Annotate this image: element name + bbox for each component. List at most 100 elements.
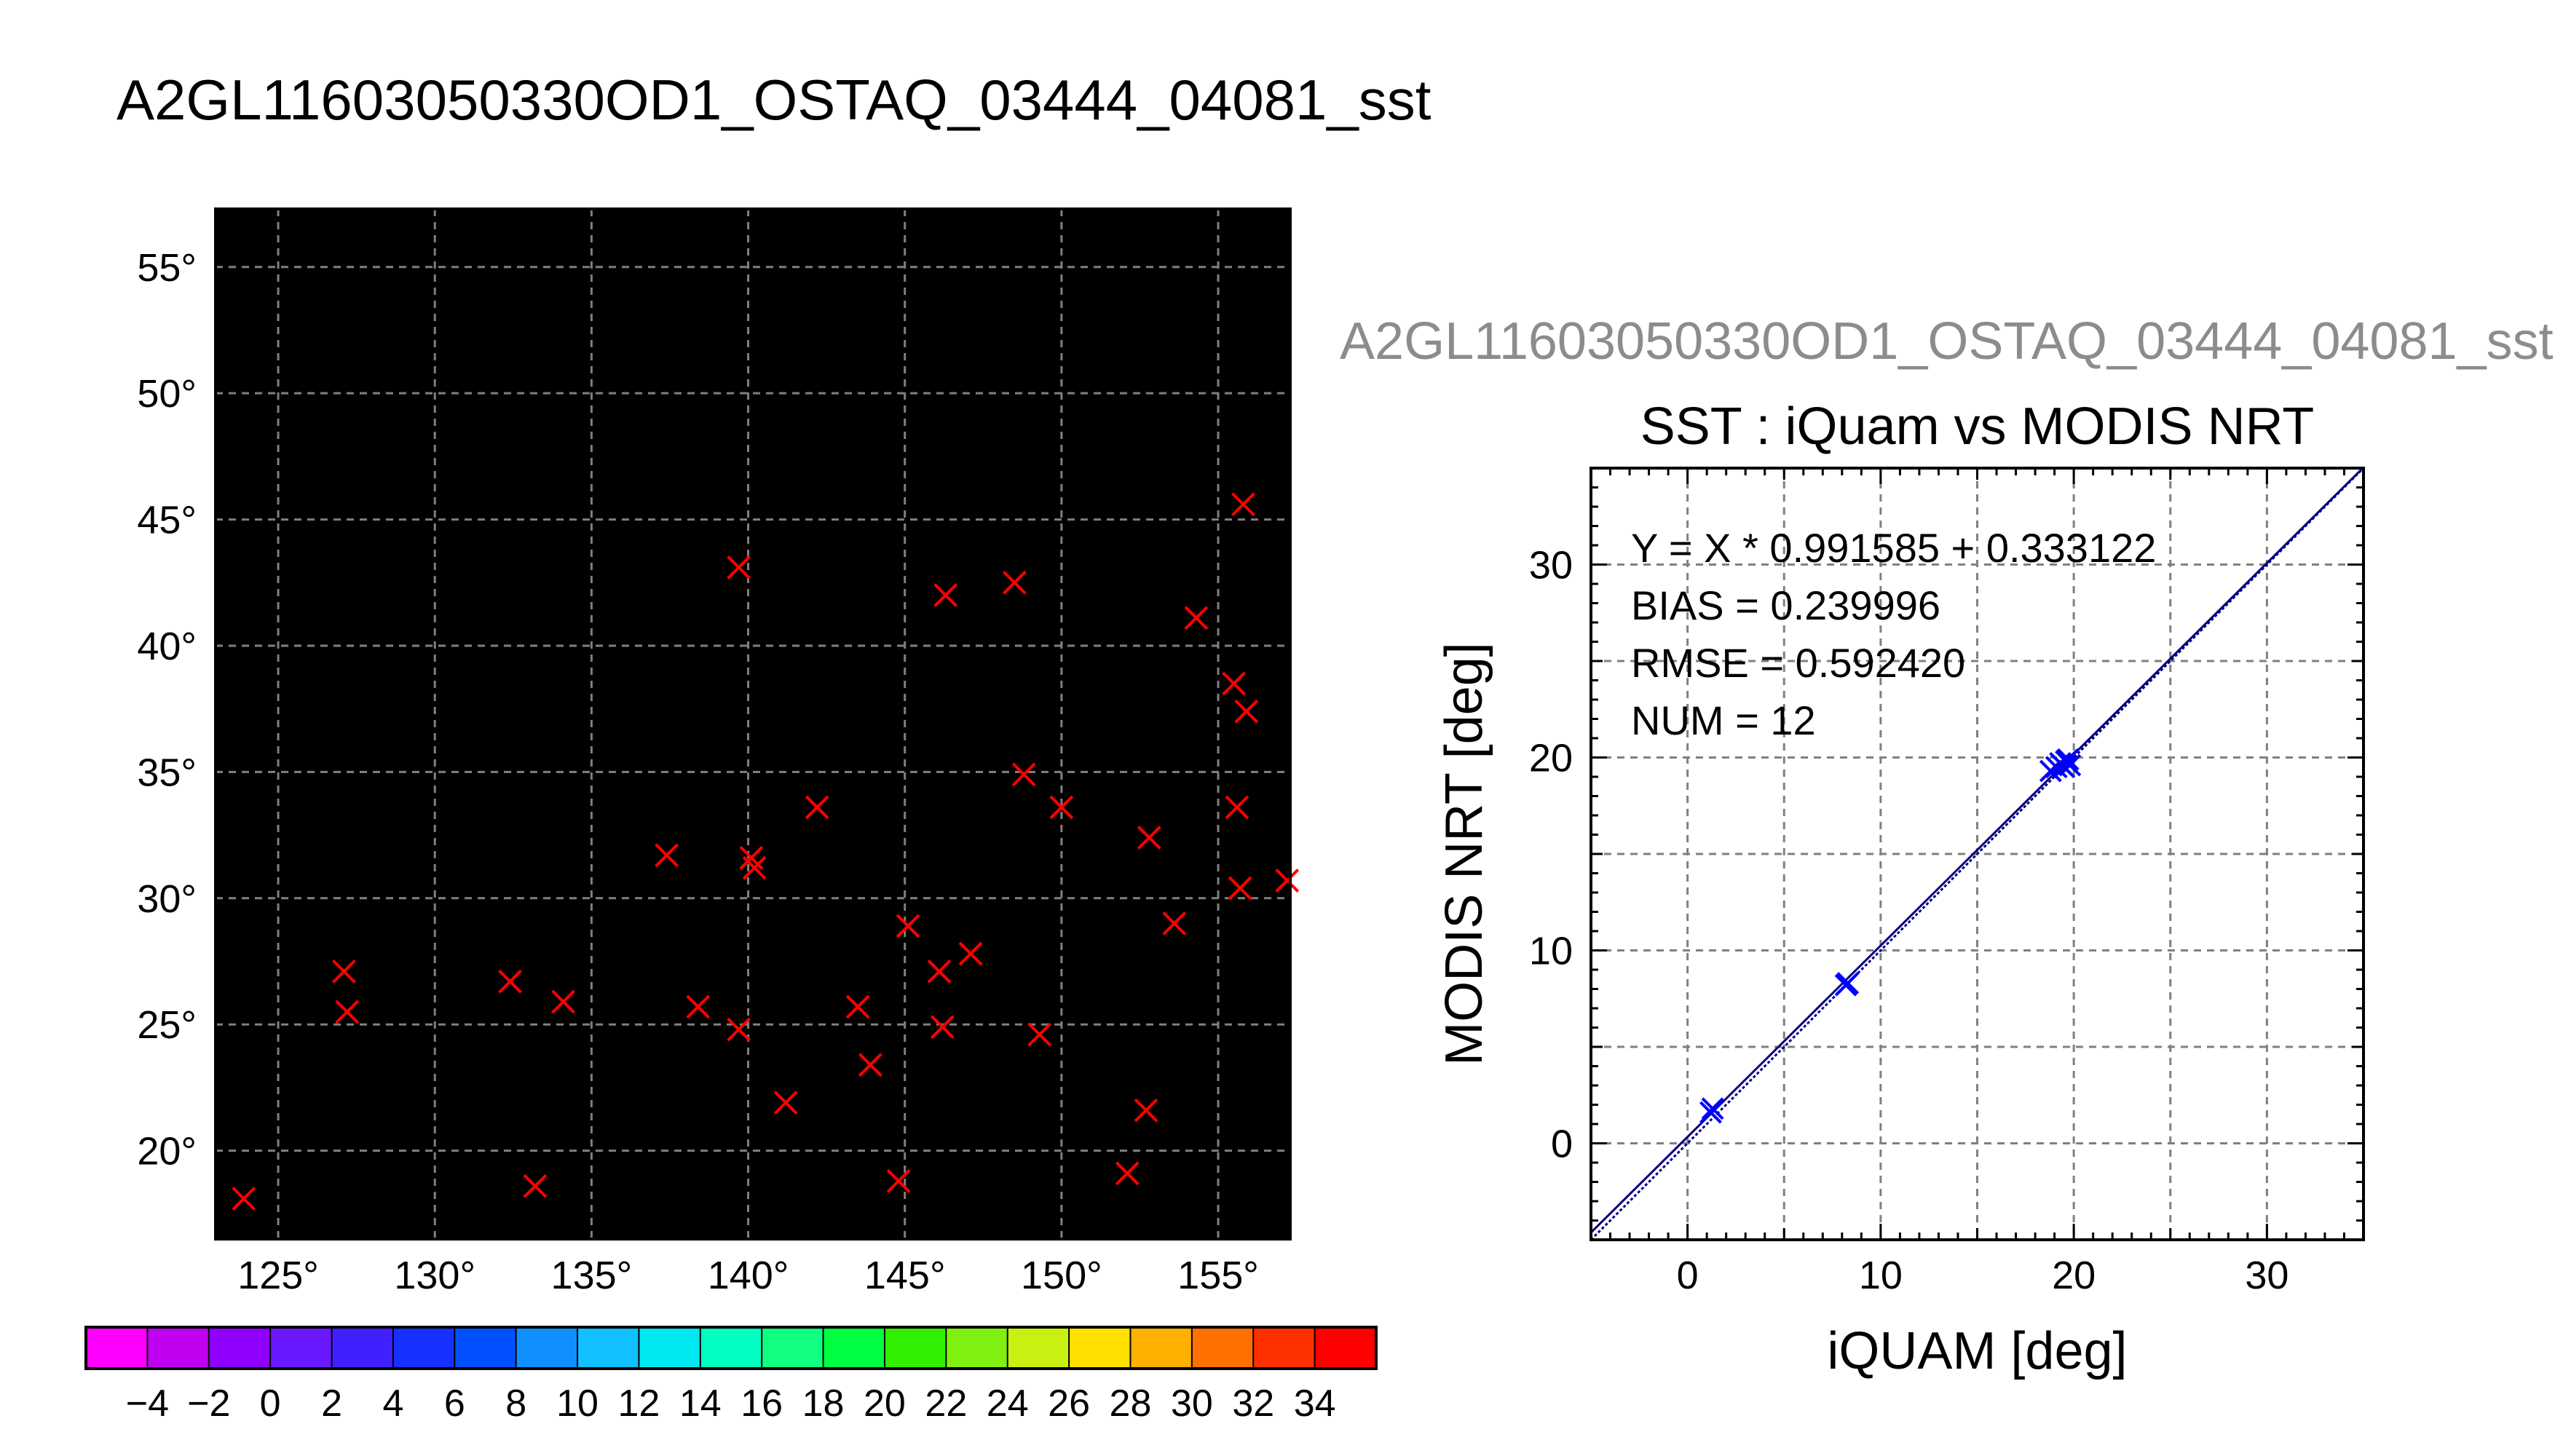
map-y-tick-label: 45° — [137, 499, 197, 542]
colorbar-tick-label: 14 — [679, 1382, 722, 1425]
colorbar-swatch — [147, 1327, 210, 1369]
match-marker — [1049, 795, 1074, 820]
colorbar-swatch — [1253, 1327, 1316, 1369]
colorbar-tick-label: 22 — [925, 1382, 967, 1425]
scatter-x-tick-label: 20 — [2052, 1254, 2096, 1297]
colorbar-tick-label: 32 — [1232, 1382, 1274, 1425]
colorbar-swatch — [270, 1327, 333, 1369]
map-background — [216, 209, 1290, 1239]
colorbar-swatch — [639, 1327, 701, 1369]
match-marker — [1225, 795, 1249, 820]
map-frame — [214, 207, 1292, 1241]
match-marker — [1234, 699, 1259, 724]
map-y-tick-label: 30° — [137, 877, 197, 921]
scatter-stat-annotation: BIAS = 0.239996 — [1631, 582, 1940, 628]
colorbar-swatch — [86, 1327, 148, 1369]
map-y-tick-label: 50° — [137, 372, 197, 416]
scatter-point — [2058, 753, 2082, 777]
match-marker — [655, 843, 679, 868]
colorbar-tick-label: 34 — [1294, 1382, 1336, 1425]
scatter-stat-annotation: Y = X * 0.991585 + 0.333122 — [1631, 525, 2156, 571]
colorbar-swatch — [1130, 1327, 1193, 1369]
map-x-tick-label: 140° — [708, 1254, 789, 1297]
map-markers — [232, 492, 1300, 1211]
colorbar: −4 −2 0 2 4 6 8 10 12 14 16 18 20 22 24 26 28 30 32 34 — [84, 1326, 1378, 1425]
match-marker — [523, 1174, 548, 1198]
scatter-y-tick-label: 0 — [1551, 1123, 1573, 1166]
map-y-tick-label: 55° — [137, 246, 197, 290]
match-marker — [1137, 826, 1161, 850]
scatter-stat-annotation: RMSE = 0.592420 — [1631, 640, 1965, 686]
match-marker — [1228, 876, 1252, 901]
match-marker — [742, 855, 767, 880]
match-marker — [1184, 606, 1209, 630]
colorbar-swatch — [1191, 1327, 1254, 1369]
colorbar-tick-label: 18 — [802, 1382, 845, 1425]
match-marker — [1002, 570, 1027, 595]
map-x-tick-label: 145° — [864, 1254, 946, 1297]
map-x-tick-label: 150° — [1021, 1254, 1102, 1297]
map-y-tick-label: 20° — [137, 1130, 197, 1174]
map-x-tick-label: 155° — [1177, 1254, 1259, 1297]
match-marker — [727, 555, 751, 579]
scatter-filename: A2GL11603050330OD1_OSTAQ_03444_04081_sst — [1340, 312, 2554, 371]
map-y-tick-label: 25° — [137, 1003, 197, 1047]
match-marker — [332, 959, 356, 984]
scatter-point — [2056, 748, 2080, 771]
match-marker — [1231, 492, 1255, 517]
colorbar-tick-label: 26 — [1048, 1382, 1090, 1425]
colorbar-swatch — [823, 1327, 885, 1369]
scatter-stat-annotation: NUM = 12 — [1631, 697, 1816, 743]
match-marker — [1162, 911, 1187, 935]
map-title: A2GL11603050330OD1_OSTAQ_03444_04081_sst — [117, 68, 1431, 132]
match-marker — [927, 959, 952, 984]
match-marker — [958, 941, 983, 966]
match-marker — [930, 1015, 955, 1040]
colorbar-tick-label: 16 — [741, 1382, 783, 1425]
match-marker — [886, 1168, 911, 1193]
match-marker — [232, 1187, 256, 1211]
colorbar-tick-label: 24 — [987, 1382, 1029, 1425]
scatter-y-label: MODIS NRT [deg] — [1435, 642, 1493, 1066]
colorbar-swatch — [516, 1327, 578, 1369]
scatter-filename-wrap: A2GL11603050330OD1_OSTAQ_03444_04081_sst — [1340, 312, 2555, 392]
colorbar-swatch — [577, 1327, 640, 1369]
colorbar-tick-label: 2 — [321, 1382, 342, 1425]
colorbar-swatch — [884, 1327, 947, 1369]
colorbar-tick-label: 30 — [1171, 1382, 1213, 1425]
match-marker — [498, 969, 522, 994]
scatter-title: SST : iQuam vs MODIS NRT — [1640, 397, 2315, 456]
colorbar-swatch — [1007, 1327, 1070, 1369]
colorbar-tick-label: −4 — [126, 1382, 169, 1425]
colorbar-swatch — [946, 1327, 1008, 1369]
colorbar-swatch — [1314, 1327, 1377, 1369]
map-y-tick-label: 40° — [137, 625, 197, 668]
colorbar-tick-label: 4 — [382, 1382, 403, 1425]
colorbar-swatch — [392, 1327, 455, 1369]
colorbar-tick-label: 8 — [505, 1382, 526, 1425]
match-marker — [1134, 1098, 1158, 1123]
colorbar-tick-label: −2 — [187, 1382, 230, 1425]
map-x-tick-label: 135° — [551, 1254, 633, 1297]
match-marker — [335, 1000, 360, 1024]
colorbar-swatch — [454, 1327, 517, 1369]
identity-line — [1591, 468, 2364, 1240]
colorbar-frame — [84, 1326, 1378, 1370]
colorbar-tick-label: 6 — [444, 1382, 465, 1425]
match-marker — [1222, 671, 1246, 696]
colorbar-tick-label: 10 — [556, 1382, 599, 1425]
scatter-y-tick-label: 20 — [1529, 737, 1573, 780]
match-marker — [805, 795, 829, 820]
colorbar-swatch — [331, 1327, 394, 1369]
colorbar-swatch — [762, 1327, 824, 1369]
scatter-points — [1699, 748, 2082, 1124]
match-marker — [686, 994, 711, 1019]
scatter-y-tick-label: 30 — [1529, 544, 1573, 587]
match-marker — [858, 1053, 882, 1077]
match-marker — [1027, 1022, 1052, 1047]
match-marker — [727, 1017, 751, 1042]
match-marker — [896, 914, 920, 938]
colorbar-tick-label: 28 — [1110, 1382, 1152, 1425]
